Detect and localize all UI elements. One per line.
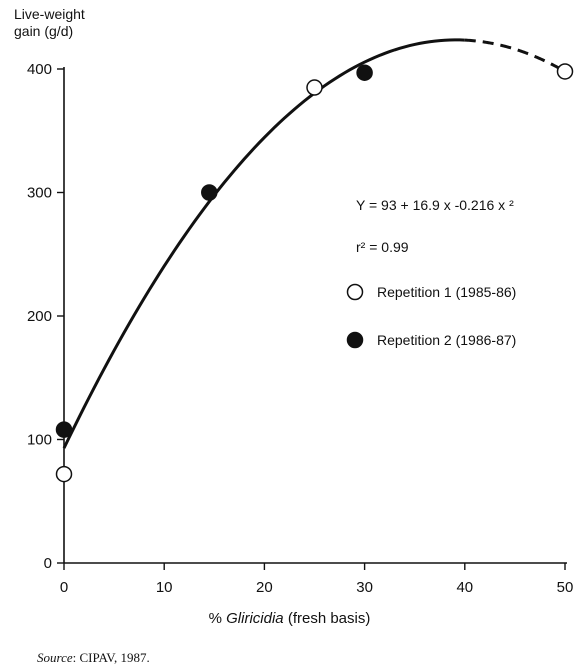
source-label: Source bbox=[37, 650, 73, 665]
fit-curve-solid bbox=[62, 38, 465, 449]
x-axis-label-italic: Gliricidia bbox=[226, 610, 284, 627]
y-tick-label: 100 bbox=[27, 432, 52, 449]
x-axis-label: % Gliricidia (fresh basis) bbox=[0, 610, 579, 627]
legend-marker-repetition-1 bbox=[346, 283, 364, 301]
fit-r-squared: r² = 0.99 bbox=[356, 239, 409, 255]
y-axis-label-line1: Live-weight bbox=[14, 6, 85, 22]
data-point-repetition-1 bbox=[55, 465, 73, 483]
data-point-repetition-1 bbox=[556, 63, 574, 80]
data-points bbox=[55, 63, 574, 483]
y-tick-label: 0 bbox=[44, 555, 52, 572]
fit-curve bbox=[62, 38, 566, 449]
x-tick-label: 50 bbox=[557, 579, 574, 596]
legend-label-repetition-1: Repetition 1 (1985-86) bbox=[377, 284, 516, 300]
source-note: Source: CIPAV, 1987. bbox=[37, 650, 150, 666]
fit-curve-dashed bbox=[464, 38, 566, 73]
source-text: : CIPAV, 1987. bbox=[72, 650, 150, 665]
x-tick-label: 20 bbox=[256, 579, 273, 596]
legend-label-repetition-2: Repetition 2 (1986-87) bbox=[377, 332, 516, 348]
y-tick-label: 200 bbox=[27, 308, 52, 325]
x-tick-label: 10 bbox=[156, 579, 173, 596]
y-tick-label: 300 bbox=[27, 185, 52, 202]
x-tick-label: 40 bbox=[456, 579, 473, 596]
chart-axes: 0 100 200 300 400 0 10 20 30 40 50 bbox=[27, 61, 573, 596]
y-axis-label-line2: gain (g/d) bbox=[14, 23, 74, 39]
data-point-repetition-2 bbox=[201, 184, 218, 201]
legend-marker-repetition-2 bbox=[346, 331, 364, 349]
x-tick-label: 0 bbox=[60, 579, 68, 596]
y-tick-label: 400 bbox=[27, 61, 52, 78]
x-axis-label-prefix: % bbox=[208, 610, 227, 627]
x-axis-label-suffix: (fresh basis) bbox=[283, 610, 371, 627]
y-axis-label: Live-weight gain (g/d) bbox=[14, 6, 85, 40]
fit-equation: Y = 93 + 16.9 x -0.216 x ² bbox=[356, 197, 514, 213]
data-point-repetition-1 bbox=[306, 79, 323, 96]
data-point-repetition-2 bbox=[55, 421, 73, 438]
data-point-repetition-2 bbox=[356, 64, 373, 81]
chart-legend: Y = 93 + 16.9 x -0.216 x ² r² = 0.99 Rep… bbox=[346, 197, 516, 349]
x-tick-label: 30 bbox=[356, 579, 373, 596]
